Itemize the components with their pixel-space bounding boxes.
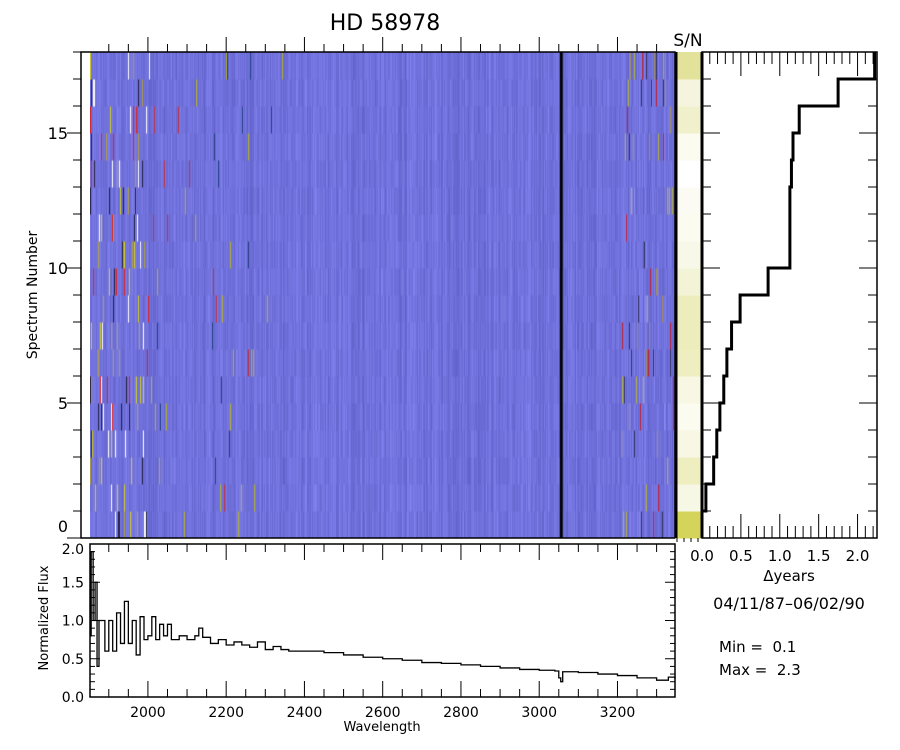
sn-cell — [675, 241, 702, 269]
x-tick-label: 3200 — [600, 705, 636, 721]
x-tick-label: 2800 — [443, 705, 479, 721]
x-tick-label: 3000 — [521, 705, 557, 721]
x-tick-label: 2600 — [365, 705, 401, 721]
x-tick-label: 1.0 — [768, 547, 792, 565]
max-label: Max = 2.3 — [719, 661, 801, 679]
spectra-heatmap — [90, 52, 675, 538]
y-tick-label: 0 — [58, 517, 68, 536]
y-tick-label: 1.5 — [62, 575, 84, 591]
sn-cell — [675, 52, 702, 80]
heatmap-frame — [80, 51, 676, 539]
sn-cell — [675, 268, 702, 296]
x-tick-label: 2.0 — [846, 547, 870, 565]
flux-panel: 2000 2200 2400 2600 2800 3000 3200 0.0 0.5 1.0 1.5… — [62, 542, 676, 721]
sn-cell — [675, 349, 702, 377]
flux-frame — [89, 543, 676, 698]
years-panel: 0.0 0.5 1.0 1.5 2.0 — [676, 51, 878, 565]
years-frame — [701, 51, 878, 539]
heatmap-ylabel: Spectrum Number — [25, 230, 41, 359]
sn-label: S/N — [673, 31, 702, 51]
min-label: Min = 0.1 — [719, 638, 796, 656]
sn-column — [674, 52, 704, 539]
sn-cell — [675, 295, 702, 323]
sn-cell — [675, 511, 702, 539]
sn-cell — [675, 484, 702, 512]
x-tick-label: 2000 — [130, 705, 166, 721]
sn-cell — [675, 403, 702, 431]
sn-cell — [675, 133, 702, 161]
x-tick-label: 0.0 — [690, 547, 714, 565]
x-tick-label: 1.5 — [807, 547, 831, 565]
x-tick-label: 2200 — [208, 705, 244, 721]
x-tick-label: 2400 — [287, 705, 323, 721]
plot-title: HD 58978 — [330, 11, 440, 36]
flux-ylabel: Normalized Flux — [37, 565, 52, 670]
date-range: 04/11/87–06/02/90 — [713, 594, 865, 613]
sn-cell — [675, 376, 702, 404]
sn-cell — [675, 187, 702, 215]
sn-cell — [675, 430, 702, 458]
y-tick-label: 0.0 — [62, 690, 84, 706]
heatmap-axes: 0 5 10 15 — [48, 37, 676, 539]
y-tick-label: 10 — [48, 259, 68, 278]
y-tick-label: 15 — [48, 124, 68, 143]
sn-cell — [675, 214, 702, 242]
flux-spectrum-line — [90, 551, 676, 683]
years-step-line — [700, 52, 877, 538]
sn-cell — [675, 160, 702, 188]
sn-cell — [675, 322, 702, 350]
sn-cell — [675, 106, 702, 134]
flux-xlabel: Wavelength — [343, 720, 420, 735]
y-tick-label: 0.5 — [62, 652, 84, 668]
sn-cell — [675, 457, 702, 485]
x-tick-label: 0.5 — [729, 547, 753, 565]
sn-cell — [675, 79, 702, 107]
years-xlabel: Δyears — [763, 567, 815, 585]
y-tick-label: 5 — [58, 394, 68, 413]
y-tick-label: 2.0 — [62, 542, 84, 558]
y-tick-label: 1.0 — [62, 614, 84, 630]
